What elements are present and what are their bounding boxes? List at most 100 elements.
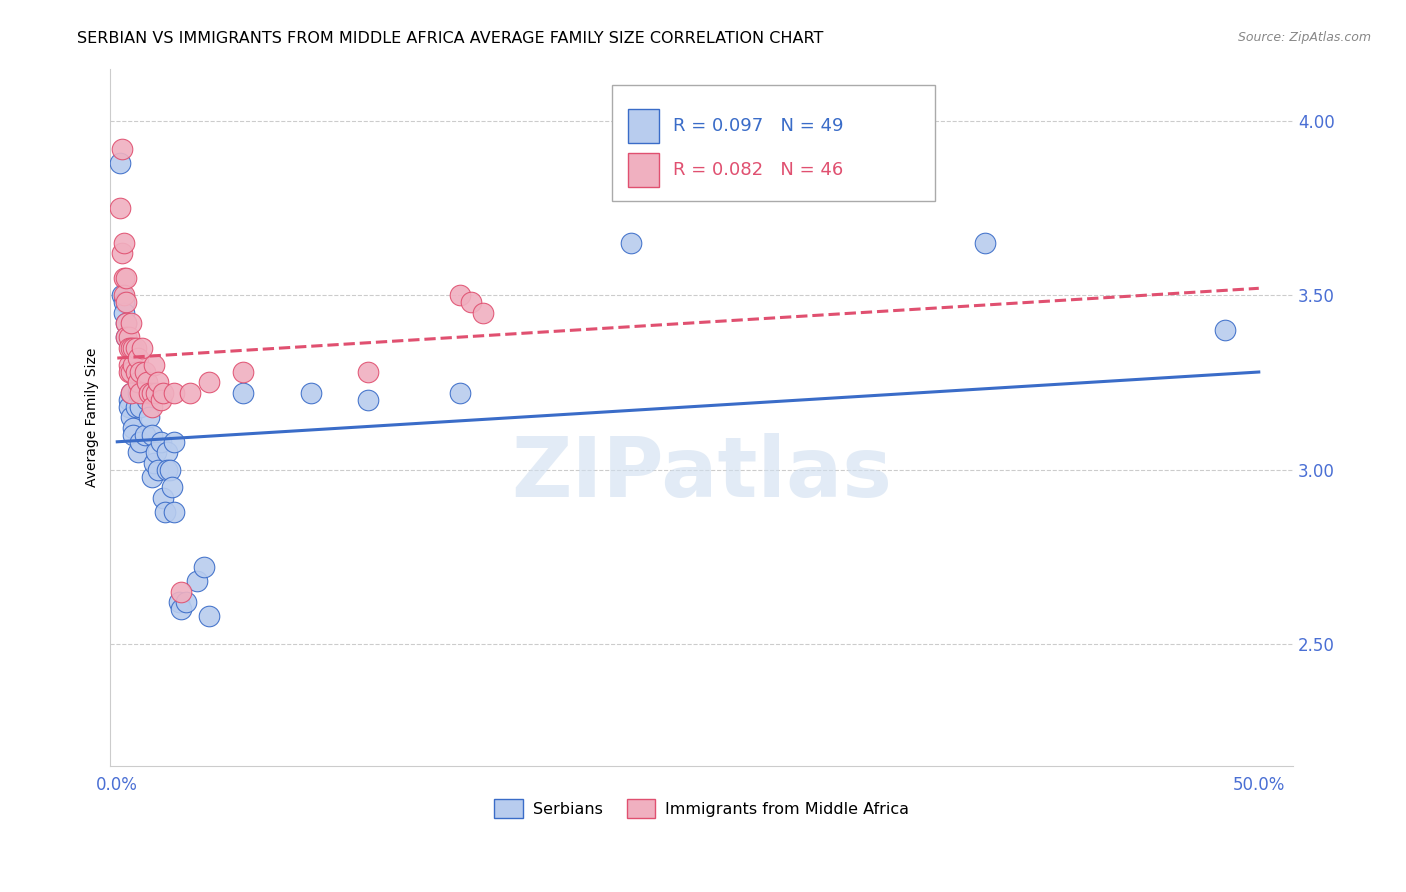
Point	[1213, 323, 1236, 337]
Point	[120, 386, 142, 401]
Point	[120, 316, 142, 330]
Point	[118, 330, 141, 344]
Point	[124, 365, 146, 379]
Point	[124, 341, 146, 355]
Point	[357, 392, 380, 407]
Point	[357, 365, 380, 379]
Point	[193, 560, 215, 574]
Text: R = 0.097   N = 49: R = 0.097 N = 49	[673, 117, 844, 135]
Point	[112, 295, 135, 310]
Text: SERBIAN VS IMMIGRANTS FROM MIDDLE AFRICA AVERAGE FAMILY SIZE CORRELATION CHART: SERBIAN VS IMMIGRANTS FROM MIDDLE AFRICA…	[77, 31, 824, 46]
Point	[118, 392, 141, 407]
Point	[111, 246, 134, 260]
Point	[170, 602, 193, 616]
Point	[163, 504, 186, 518]
Point	[115, 316, 138, 330]
Point	[149, 434, 172, 449]
Point	[122, 427, 145, 442]
Point	[179, 386, 201, 401]
Point	[124, 400, 146, 414]
Point	[141, 386, 163, 401]
Point	[149, 392, 172, 407]
Point	[120, 341, 142, 355]
Point	[127, 351, 149, 365]
Point	[170, 584, 193, 599]
Point	[112, 270, 135, 285]
Point	[122, 358, 145, 372]
Point	[118, 400, 141, 414]
Point	[122, 421, 145, 435]
Point	[115, 316, 138, 330]
Point	[197, 609, 219, 624]
Point	[112, 235, 135, 250]
Point	[138, 386, 160, 401]
Point	[449, 386, 471, 401]
Point	[134, 427, 156, 442]
Legend: Serbians, Immigrants from Middle Africa: Serbians, Immigrants from Middle Africa	[488, 792, 915, 824]
Point	[129, 434, 152, 449]
Point	[131, 341, 153, 355]
Point	[108, 201, 131, 215]
Point	[232, 365, 254, 379]
Point	[108, 155, 131, 169]
Text: ZIPatlas: ZIPatlas	[512, 433, 893, 514]
Point	[449, 288, 471, 302]
Point	[118, 341, 141, 355]
Point	[145, 445, 167, 459]
Point	[148, 463, 170, 477]
Point	[973, 235, 995, 250]
Point	[127, 445, 149, 459]
Point	[136, 376, 159, 390]
Point	[127, 376, 149, 390]
Point	[460, 295, 482, 310]
Point	[163, 386, 186, 401]
Point	[129, 365, 152, 379]
Point	[156, 463, 179, 477]
Point	[122, 341, 145, 355]
Point	[163, 434, 186, 449]
Point	[129, 386, 152, 401]
Point	[120, 410, 142, 425]
Point	[111, 142, 134, 156]
Point	[160, 480, 183, 494]
Point	[131, 386, 153, 401]
Point	[115, 330, 138, 344]
Point	[159, 463, 181, 477]
Point	[141, 469, 163, 483]
Point	[120, 386, 142, 401]
Point	[186, 574, 208, 589]
Point	[142, 456, 165, 470]
Point	[112, 288, 135, 302]
Point	[118, 358, 141, 372]
Point	[129, 400, 152, 414]
Point	[141, 427, 163, 442]
Point	[167, 595, 190, 609]
Point	[115, 330, 138, 344]
Point	[174, 595, 197, 609]
Point	[152, 386, 174, 401]
Point	[112, 306, 135, 320]
Point	[145, 386, 167, 401]
Point	[124, 365, 146, 379]
Point	[120, 365, 142, 379]
Point	[142, 358, 165, 372]
Point	[127, 386, 149, 401]
Point	[136, 392, 159, 407]
Point	[118, 365, 141, 379]
Point	[138, 410, 160, 425]
Point	[152, 491, 174, 505]
Point	[197, 376, 219, 390]
Point	[153, 504, 176, 518]
Point	[148, 376, 170, 390]
Point	[620, 235, 643, 250]
Text: R = 0.082   N = 46: R = 0.082 N = 46	[673, 161, 844, 179]
Point	[471, 306, 494, 320]
Point	[141, 400, 163, 414]
Point	[115, 270, 138, 285]
Point	[115, 295, 138, 310]
Point	[111, 288, 134, 302]
Text: Source: ZipAtlas.com: Source: ZipAtlas.com	[1237, 31, 1371, 45]
Y-axis label: Average Family Size: Average Family Size	[86, 348, 100, 487]
Point	[232, 386, 254, 401]
Point	[299, 386, 322, 401]
